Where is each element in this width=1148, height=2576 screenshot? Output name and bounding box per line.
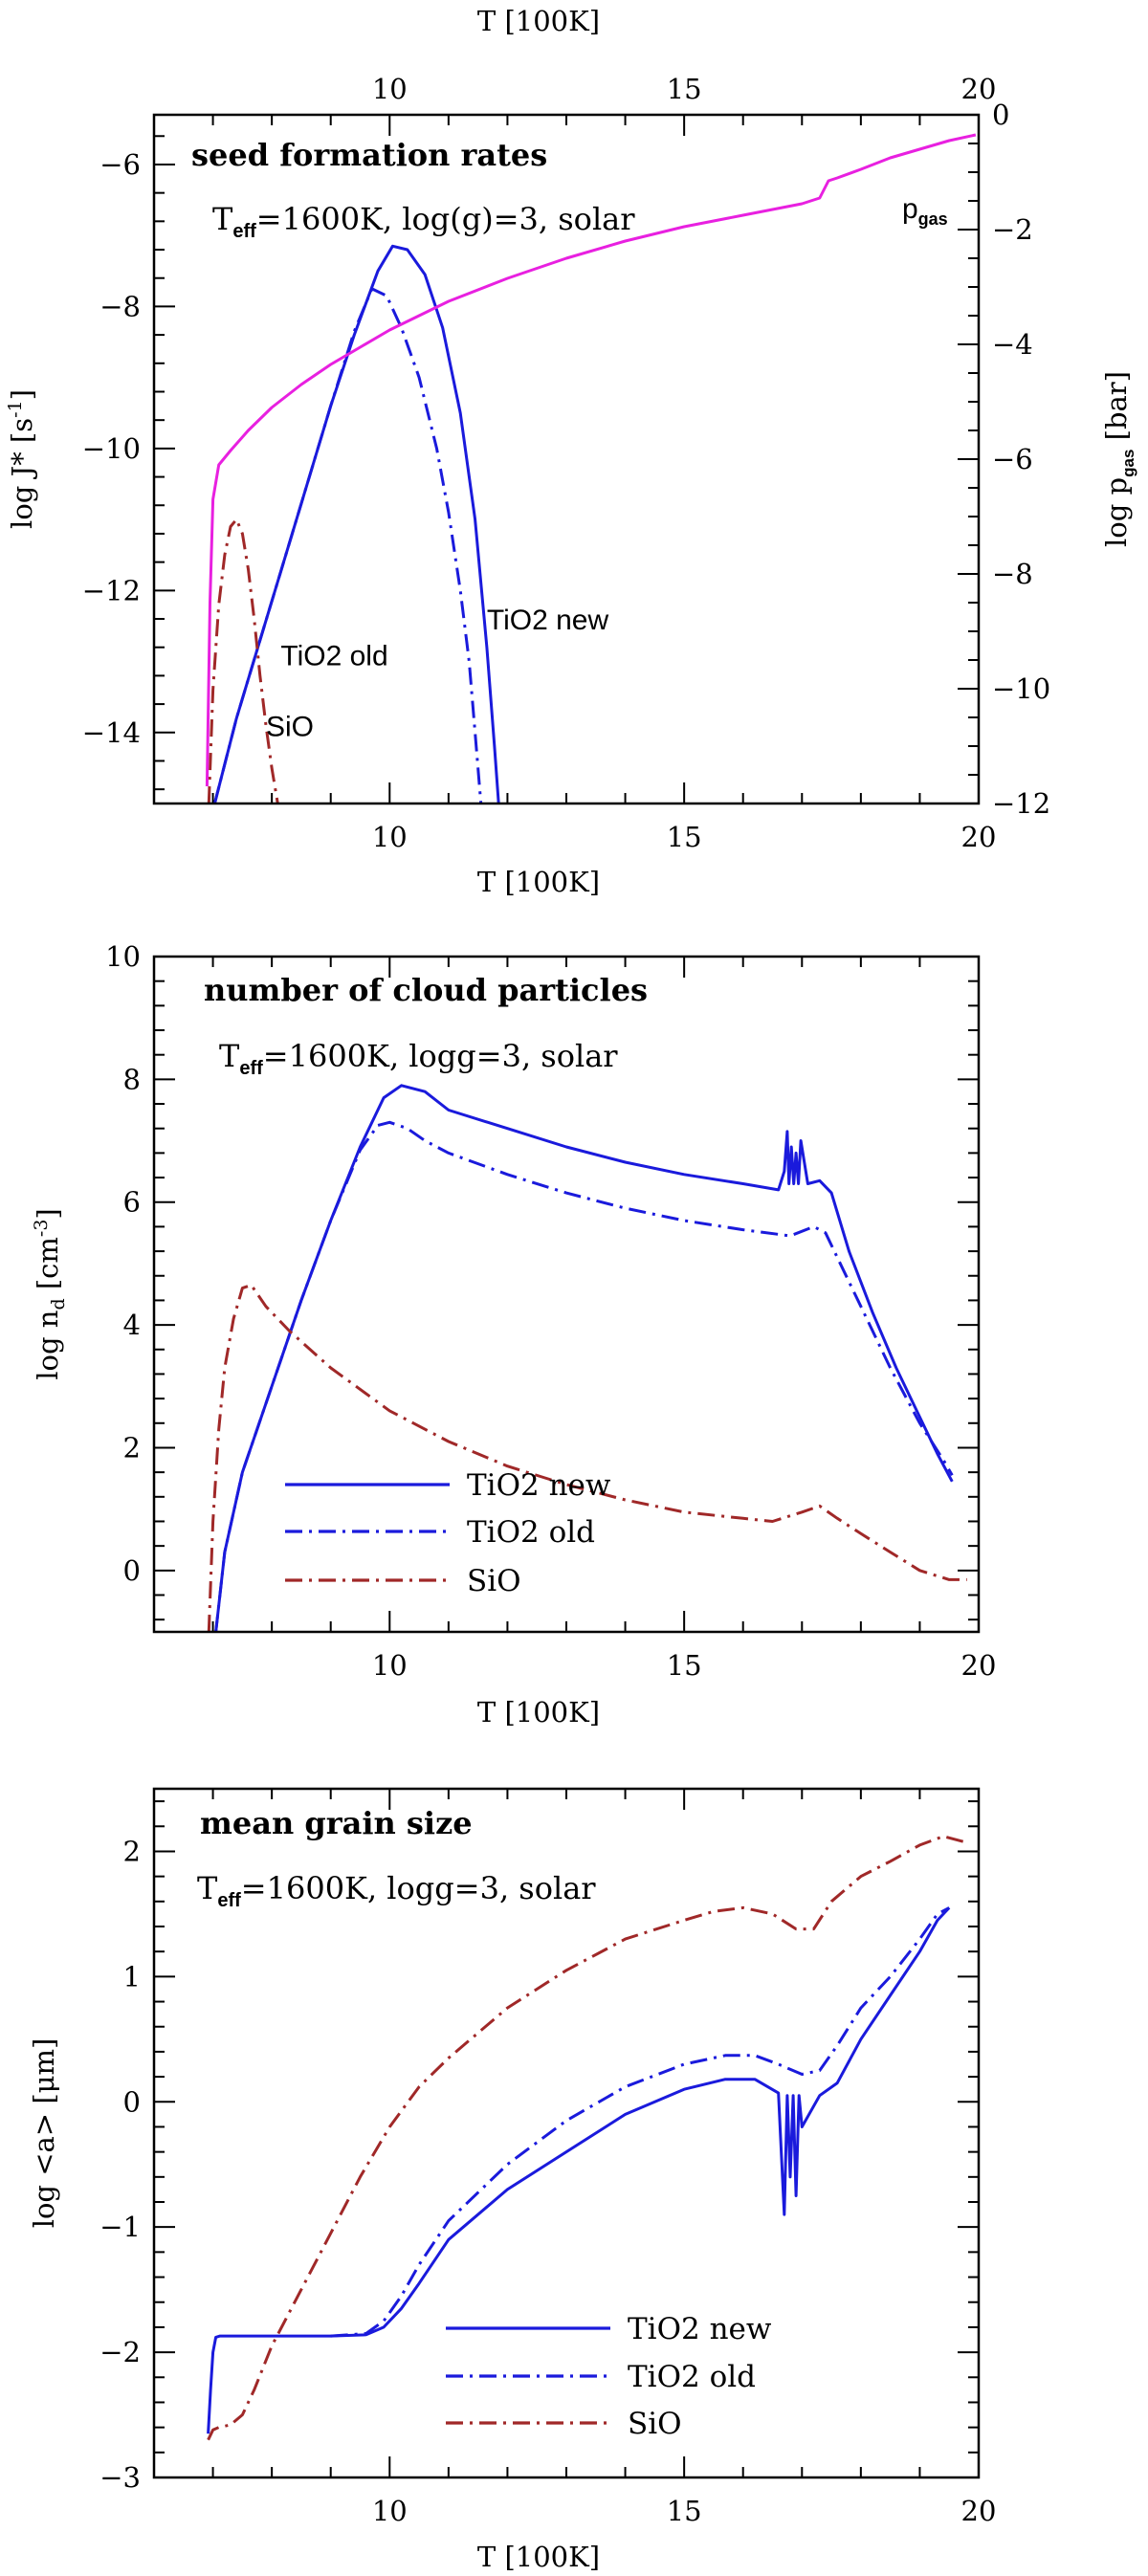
y-tick-label: 8: [123, 1063, 141, 1095]
y-tick-label: 2: [123, 1431, 141, 1464]
series-tio2-new: [207, 1906, 951, 2434]
x-top-tick-label: 10: [372, 73, 408, 105]
panel-seed-frame: [152, 113, 981, 805]
panel-seed-y2-axis-label: log pgas [bar]: [1100, 371, 1137, 547]
top-x-axis-label: T [100K]: [477, 5, 600, 37]
y-tick-label: −6: [99, 148, 141, 181]
series-p-gas: [205, 133, 977, 787]
x-tick-label: 20: [961, 1649, 997, 1682]
x-tick-label: 10: [372, 1649, 408, 1682]
y-tick-label: −10: [82, 432, 141, 465]
legend-sio-label: SiO: [467, 1564, 521, 1598]
x-tick-label: 15: [667, 1649, 702, 1682]
legend-tio2-old-label: TiO2 old: [628, 2360, 756, 2394]
y2-tick-label: −2: [992, 213, 1033, 246]
y-tick-label: 4: [123, 1309, 141, 1341]
panel-grain-x-axis-label: T [100K]: [477, 2541, 600, 2573]
panel-seed-ticks: 10 10 15 15 20 20 −14 −12 −10 −8 −6 −12 −10 −8 −6 −4 −2 0: [82, 73, 1050, 853]
panel-nd-series: [207, 1084, 967, 1633]
panel-grain-subtitle: Teff=1600K, logg=3, solar: [197, 1870, 596, 1911]
panel-nd-y-axis-label: log nd [cm-3]: [31, 1208, 69, 1380]
y-tick-label: −14: [82, 716, 141, 749]
panel-grain-legend: TiO2 new TiO2 old SiO: [446, 2312, 772, 2441]
panel-seed-subtitle: Teff=1600K, log(g)=3, solar: [212, 201, 635, 242]
y2-tick-label: −6: [992, 443, 1033, 475]
panel-seed-y-axis-label: log J* [s-1]: [5, 389, 38, 529]
legend-tio2-old-label: TiO2 old: [467, 1515, 595, 1550]
y2-tick-label: −8: [992, 558, 1033, 590]
y-tick-label: −12: [82, 574, 141, 606]
x-tick-label: 20: [961, 2495, 997, 2527]
annotation-sio: SiO: [266, 711, 314, 742]
series-tio2-old: [330, 1906, 950, 2338]
y-tick-label: 2: [123, 1835, 141, 1867]
x-tick-label: 20: [961, 821, 997, 853]
y2-tick-label: −12: [992, 787, 1050, 820]
x-tick-label: 10: [372, 2495, 408, 2527]
panel-nd-subtitle: Teff=1600K, logg=3, solar: [219, 1038, 618, 1079]
legend-tio2-new-label: TiO2 new: [628, 2312, 772, 2346]
panel-nd-title: number of cloud particles: [204, 972, 648, 1008]
y2-tick-label: −10: [992, 672, 1050, 705]
panel-grain-y-axis-label: log <a> [μm]: [28, 2038, 60, 2229]
legend-tio2-new-label: TiO2 new: [467, 1468, 611, 1503]
series-tio2-new: [214, 1084, 954, 1633]
panel-grain-title: mean grain size: [200, 1805, 473, 1841]
x-tick-label: 15: [667, 821, 702, 853]
x-tick-label: 15: [667, 2495, 702, 2527]
panel-nd-legend: TiO2 new TiO2 old SiO: [285, 1468, 611, 1598]
panel-seed-formation: T [100K] 10 10 15 15 20 20 −14 −12 −10 −8 −6 −12 −10…: [5, 5, 1137, 898]
panel-seed-series: [205, 133, 977, 804]
series-sio: [207, 517, 279, 804]
y-tick-label: −8: [99, 290, 141, 322]
panel-grain-frame: [152, 1787, 981, 2479]
panel-grain-size: 10 15 20 −3 −2 −1 0 1 2 mean grain size Teff=160…: [28, 1787, 996, 2573]
panel-seed-x-axis-label: T [100K]: [477, 866, 600, 898]
series-tio2-new: [212, 244, 500, 804]
panel-nd-frame: [152, 955, 981, 1634]
y-tick-label: 10: [105, 940, 141, 973]
x-tick-label: 10: [372, 821, 408, 853]
y2-tick-label: −4: [992, 328, 1033, 361]
y-tick-label: −3: [99, 2461, 141, 2494]
series-tio2-old: [212, 287, 483, 804]
y-tick-label: −2: [99, 2336, 141, 2368]
y-tick-label: −1: [99, 2211, 141, 2243]
panel-grain-ticks: 10 15 20 −3 −2 −1 0 1 2: [99, 1789, 996, 2527]
panel-grain-series: [207, 1835, 968, 2441]
panel-nd-x-axis-label: T [100K]: [477, 1696, 600, 1728]
y-tick-label: 0: [123, 1554, 141, 1587]
annotation-pgas: pgas: [902, 193, 948, 229]
series-sio: [207, 1835, 968, 2441]
y-tick-label: 6: [123, 1186, 141, 1219]
panel-seed-title: seed formation rates: [191, 137, 547, 173]
y2-tick-label: 0: [992, 99, 1009, 131]
x-top-tick-label: 20: [961, 73, 997, 105]
annotation-tio2-old: TiO2 old: [280, 640, 387, 672]
series-tio2-old: [214, 1120, 954, 1633]
legend-sio-label: SiO: [628, 2407, 682, 2441]
y-tick-label: 1: [123, 1960, 141, 1993]
x-top-tick-label: 15: [667, 73, 702, 105]
series-sio: [207, 1283, 967, 1633]
annotation-tio2-new: TiO2 new: [487, 605, 609, 636]
y-tick-label: 0: [123, 2085, 141, 2118]
